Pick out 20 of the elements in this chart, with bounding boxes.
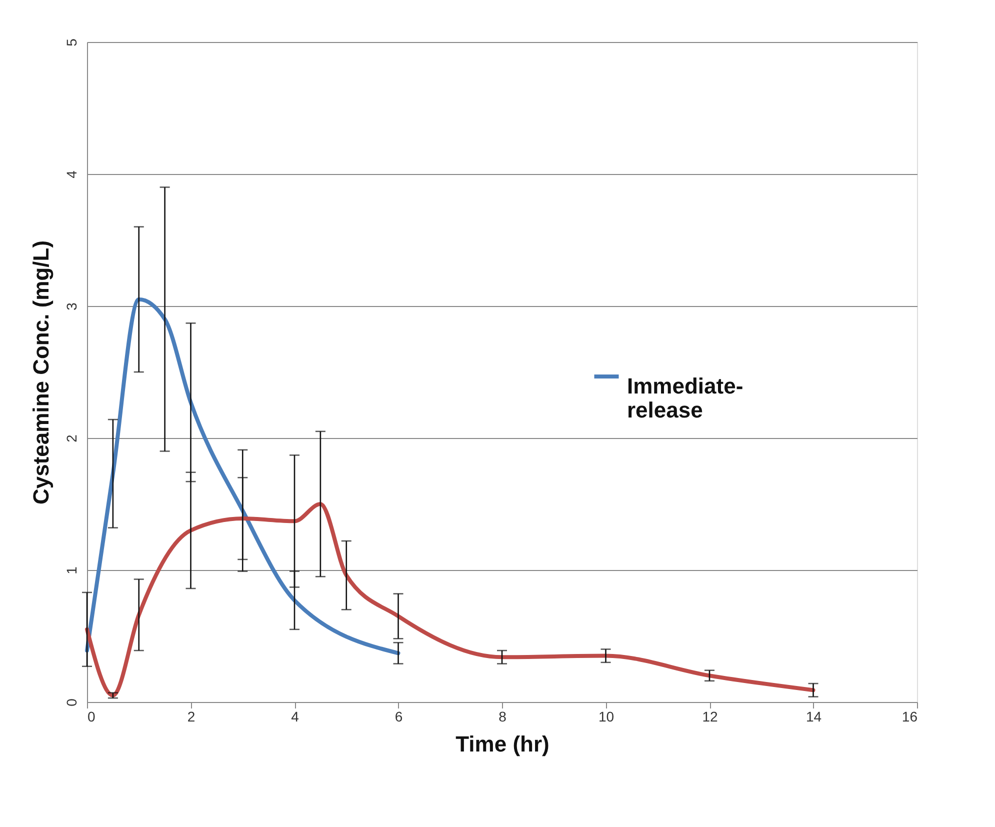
- x-tick-label: 14: [806, 708, 822, 724]
- x-tick-label: 8: [498, 708, 507, 724]
- y-tick-label: 0: [64, 698, 80, 706]
- y-axis-title: Cysteamine Conc. (mg/L): [28, 240, 54, 505]
- x-tick-label: 6: [394, 708, 403, 724]
- y-tick-label: 5: [64, 38, 80, 46]
- y-tick-label: 4: [64, 170, 80, 178]
- x-tick-label: 2: [187, 708, 196, 724]
- x-tick-label: 12: [702, 708, 718, 724]
- y-tick-label: 3: [64, 302, 80, 310]
- x-axis-title: Time (hr): [456, 732, 550, 756]
- x-tick-label: 4: [291, 708, 300, 724]
- y-tick-label: 2: [64, 434, 80, 442]
- legend-label: Immediate-release: [627, 374, 744, 422]
- line-series: [85, 297, 400, 656]
- y-tick-label: 1: [64, 566, 80, 574]
- x-tick-label: 10: [598, 708, 614, 724]
- x-tick-label: 0: [88, 708, 96, 724]
- x-tick-label: 16: [902, 708, 918, 724]
- line-series: [85, 502, 816, 698]
